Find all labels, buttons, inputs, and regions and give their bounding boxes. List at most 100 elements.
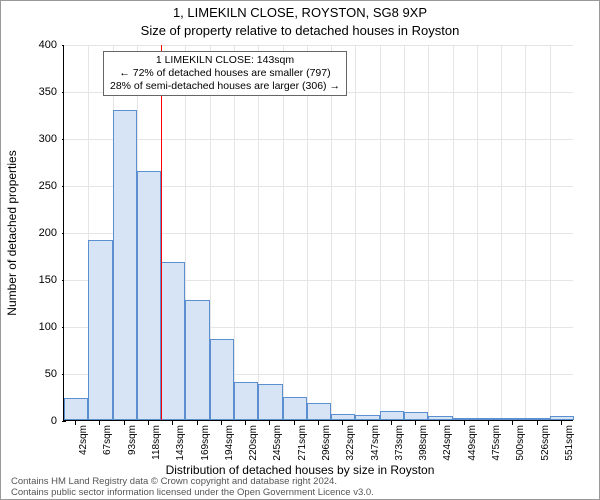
x-tick-label: 526sqm (540, 425, 551, 469)
histogram-bar (161, 262, 185, 420)
x-tick-label: 347sqm (370, 425, 381, 469)
chart-title-main: 1, LIMEKILN CLOSE, ROYSTON, SG8 9XP (1, 5, 599, 20)
x-tick-mark (415, 421, 416, 425)
x-tick-label: 42sqm (78, 425, 89, 469)
footer-line-2: Contains public sector information licen… (11, 488, 374, 499)
x-tick-mark (537, 421, 538, 425)
y-tick-label: 250 (17, 180, 57, 192)
histogram-bar (380, 411, 404, 420)
footer-text: Contains HM Land Registry data © Crown c… (11, 477, 374, 499)
histogram-bar (477, 418, 501, 420)
chart-container: 1, LIMEKILN CLOSE, ROYSTON, SG8 9XP Size… (0, 0, 600, 500)
gridline-v (331, 45, 332, 420)
histogram-bar (185, 300, 209, 420)
y-tick-label: 300 (17, 133, 57, 145)
histogram-bar (88, 240, 112, 420)
y-tick-mark (62, 421, 66, 422)
gridline-v (258, 45, 259, 420)
x-tick-label: 373sqm (394, 425, 405, 469)
gridline-v (355, 45, 356, 420)
x-tick-label: 93sqm (127, 425, 138, 469)
histogram-bar (283, 397, 307, 421)
histogram-bar (234, 382, 258, 420)
gridline-v (380, 45, 381, 420)
annotation-box: 1 LIMEKILN CLOSE: 143sqm ← 72% of detach… (103, 51, 347, 96)
gridline-v (307, 45, 308, 420)
y-tick-label: 100 (17, 321, 57, 333)
y-tick-label: 200 (17, 227, 57, 239)
x-tick-label: 194sqm (224, 425, 235, 469)
x-tick-label: 296sqm (321, 425, 332, 469)
x-tick-label: 424sqm (442, 425, 453, 469)
x-tick-mark (488, 421, 489, 425)
histogram-bar (331, 414, 355, 420)
x-tick-mark (464, 421, 465, 425)
annotation-line-2: ← 72% of detached houses are smaller (79… (110, 67, 340, 80)
x-tick-label: 322sqm (345, 425, 356, 469)
histogram-bar (453, 418, 477, 420)
x-tick-mark (75, 421, 76, 425)
gridline-v (453, 45, 454, 420)
x-tick-mark (172, 421, 173, 425)
x-tick-label: 245sqm (272, 425, 283, 469)
x-tick-label: 500sqm (515, 425, 526, 469)
x-tick-mark (367, 421, 368, 425)
x-tick-mark (318, 421, 319, 425)
plot-area (63, 45, 573, 421)
chart-title-sub: Size of property relative to detached ho… (1, 23, 599, 38)
gridline-h (64, 139, 573, 140)
x-tick-mark (269, 421, 270, 425)
histogram-bar (137, 171, 161, 420)
gridline-v (404, 45, 405, 420)
y-tick-label: 150 (17, 274, 57, 286)
histogram-bar (64, 398, 88, 420)
histogram-bar (550, 416, 574, 420)
x-tick-label: 67sqm (102, 425, 113, 469)
gridline-v (501, 45, 502, 420)
x-tick-mark (342, 421, 343, 425)
x-tick-mark (391, 421, 392, 425)
histogram-bar (525, 418, 549, 420)
histogram-bar (307, 403, 331, 420)
histogram-bar (501, 418, 525, 420)
x-tick-mark (439, 421, 440, 425)
gridline-h (64, 45, 573, 46)
gridline-v (234, 45, 235, 420)
x-tick-mark (197, 421, 198, 425)
annotation-line-3: 28% of semi-detached houses are larger (… (110, 80, 340, 93)
x-tick-label: 475sqm (491, 425, 502, 469)
gridline-v (550, 45, 551, 420)
reference-line (161, 45, 162, 420)
x-tick-mark (124, 421, 125, 425)
gridline-v (477, 45, 478, 420)
y-tick-label: 0 (17, 415, 57, 427)
x-tick-mark (561, 421, 562, 425)
y-tick-label: 50 (17, 368, 57, 380)
x-tick-mark (148, 421, 149, 425)
histogram-bar (258, 384, 282, 420)
x-tick-label: 169sqm (200, 425, 211, 469)
gridline-v (428, 45, 429, 420)
gridline-v (525, 45, 526, 420)
y-tick-label: 350 (17, 86, 57, 98)
x-tick-label: 143sqm (175, 425, 186, 469)
x-tick-label: 398sqm (418, 425, 429, 469)
x-tick-mark (512, 421, 513, 425)
histogram-bar (113, 110, 137, 420)
x-tick-label: 220sqm (248, 425, 259, 469)
x-tick-label: 449sqm (467, 425, 478, 469)
histogram-bar (355, 415, 379, 420)
x-tick-mark (221, 421, 222, 425)
x-tick-mark (294, 421, 295, 425)
x-tick-label: 551sqm (564, 425, 575, 469)
x-tick-mark (245, 421, 246, 425)
y-tick-label: 400 (17, 39, 57, 51)
histogram-bar (428, 416, 452, 420)
x-tick-label: 118sqm (151, 425, 162, 469)
histogram-bar (210, 339, 234, 420)
gridline-v (283, 45, 284, 420)
x-tick-mark (99, 421, 100, 425)
x-tick-label: 271sqm (297, 425, 308, 469)
annotation-line-1: 1 LIMEKILN CLOSE: 143sqm (110, 54, 340, 67)
histogram-bar (404, 412, 428, 420)
